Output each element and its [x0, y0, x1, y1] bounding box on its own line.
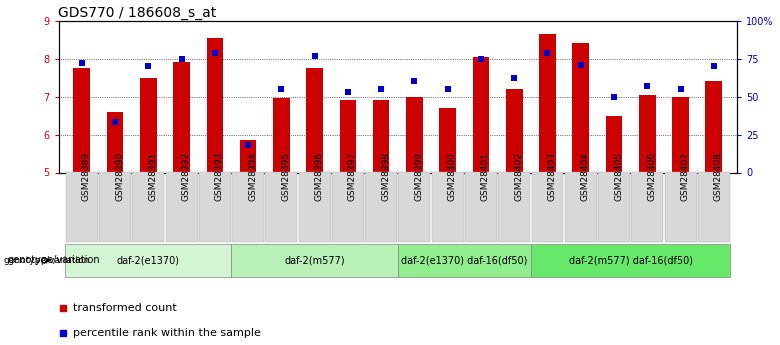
Text: GSM28395: GSM28395	[282, 152, 290, 201]
Text: genotype/variation: genotype/variation	[8, 256, 101, 265]
Text: GSM28393: GSM28393	[215, 152, 224, 201]
Text: GSM28389: GSM28389	[82, 152, 90, 201]
FancyBboxPatch shape	[265, 172, 297, 242]
Bar	[207, 38, 223, 172]
FancyBboxPatch shape	[232, 244, 398, 277]
Text: GSM28401: GSM28401	[481, 152, 490, 201]
FancyBboxPatch shape	[66, 172, 98, 242]
FancyBboxPatch shape	[133, 172, 165, 242]
Text: GSM28404: GSM28404	[581, 152, 590, 201]
FancyBboxPatch shape	[165, 172, 197, 242]
Text: GSM28394: GSM28394	[248, 152, 257, 201]
Text: GSM28405: GSM28405	[614, 152, 623, 201]
Bar	[173, 62, 190, 172]
Text: GSM28407: GSM28407	[680, 152, 690, 201]
Bar	[107, 112, 123, 172]
Bar	[239, 140, 257, 172]
Text: GSM28391: GSM28391	[148, 152, 158, 201]
Text: GSM28399: GSM28399	[414, 152, 424, 201]
Text: GSM28398: GSM28398	[381, 152, 390, 201]
FancyBboxPatch shape	[332, 172, 363, 242]
Bar	[539, 34, 556, 172]
Bar	[406, 97, 423, 172]
Bar	[639, 95, 656, 172]
FancyBboxPatch shape	[531, 172, 563, 242]
FancyBboxPatch shape	[399, 172, 431, 242]
FancyBboxPatch shape	[365, 172, 397, 242]
FancyBboxPatch shape	[66, 244, 232, 277]
Bar	[506, 89, 523, 172]
FancyBboxPatch shape	[299, 172, 331, 242]
Text: GSM28408: GSM28408	[714, 152, 723, 201]
FancyBboxPatch shape	[531, 244, 730, 277]
FancyBboxPatch shape	[199, 172, 231, 242]
Bar	[473, 57, 489, 172]
Text: GSM28397: GSM28397	[348, 152, 357, 201]
Bar	[606, 116, 622, 172]
Text: daf-2(m577) daf-16(df50): daf-2(m577) daf-16(df50)	[569, 256, 693, 265]
Text: GSM28402: GSM28402	[514, 152, 523, 201]
FancyBboxPatch shape	[698, 172, 730, 242]
Text: daf-2(e1370): daf-2(e1370)	[117, 256, 180, 265]
Text: genotype/variation: genotype/variation	[4, 256, 90, 265]
Bar	[439, 108, 456, 172]
FancyBboxPatch shape	[498, 172, 530, 242]
FancyBboxPatch shape	[565, 172, 597, 242]
Bar	[307, 68, 323, 172]
FancyBboxPatch shape	[665, 172, 697, 242]
Bar	[273, 99, 289, 172]
FancyBboxPatch shape	[598, 172, 630, 242]
Bar	[73, 68, 90, 172]
Text: GSM28392: GSM28392	[182, 152, 190, 201]
Bar	[339, 100, 356, 172]
Text: GDS770 / 186608_s_at: GDS770 / 186608_s_at	[58, 6, 217, 20]
Text: percentile rank within the sample: percentile rank within the sample	[73, 328, 261, 337]
Text: daf-2(m577): daf-2(m577)	[285, 256, 345, 265]
Text: daf-2(e1370) daf-16(df50): daf-2(e1370) daf-16(df50)	[401, 256, 527, 265]
Bar	[705, 81, 722, 172]
Text: GSM28403: GSM28403	[548, 152, 556, 201]
Bar	[573, 43, 589, 172]
Text: GSM28400: GSM28400	[448, 152, 457, 201]
FancyBboxPatch shape	[465, 172, 497, 242]
Bar	[140, 78, 157, 172]
FancyBboxPatch shape	[398, 244, 531, 277]
Bar	[373, 100, 389, 172]
FancyBboxPatch shape	[432, 172, 463, 242]
Text: GSM28396: GSM28396	[314, 152, 324, 201]
FancyBboxPatch shape	[631, 172, 663, 242]
Text: GSM28406: GSM28406	[647, 152, 656, 201]
Text: transformed count: transformed count	[73, 303, 176, 313]
Text: GSM28390: GSM28390	[115, 152, 124, 201]
FancyBboxPatch shape	[99, 172, 131, 242]
FancyBboxPatch shape	[232, 172, 264, 242]
Bar	[672, 97, 689, 172]
